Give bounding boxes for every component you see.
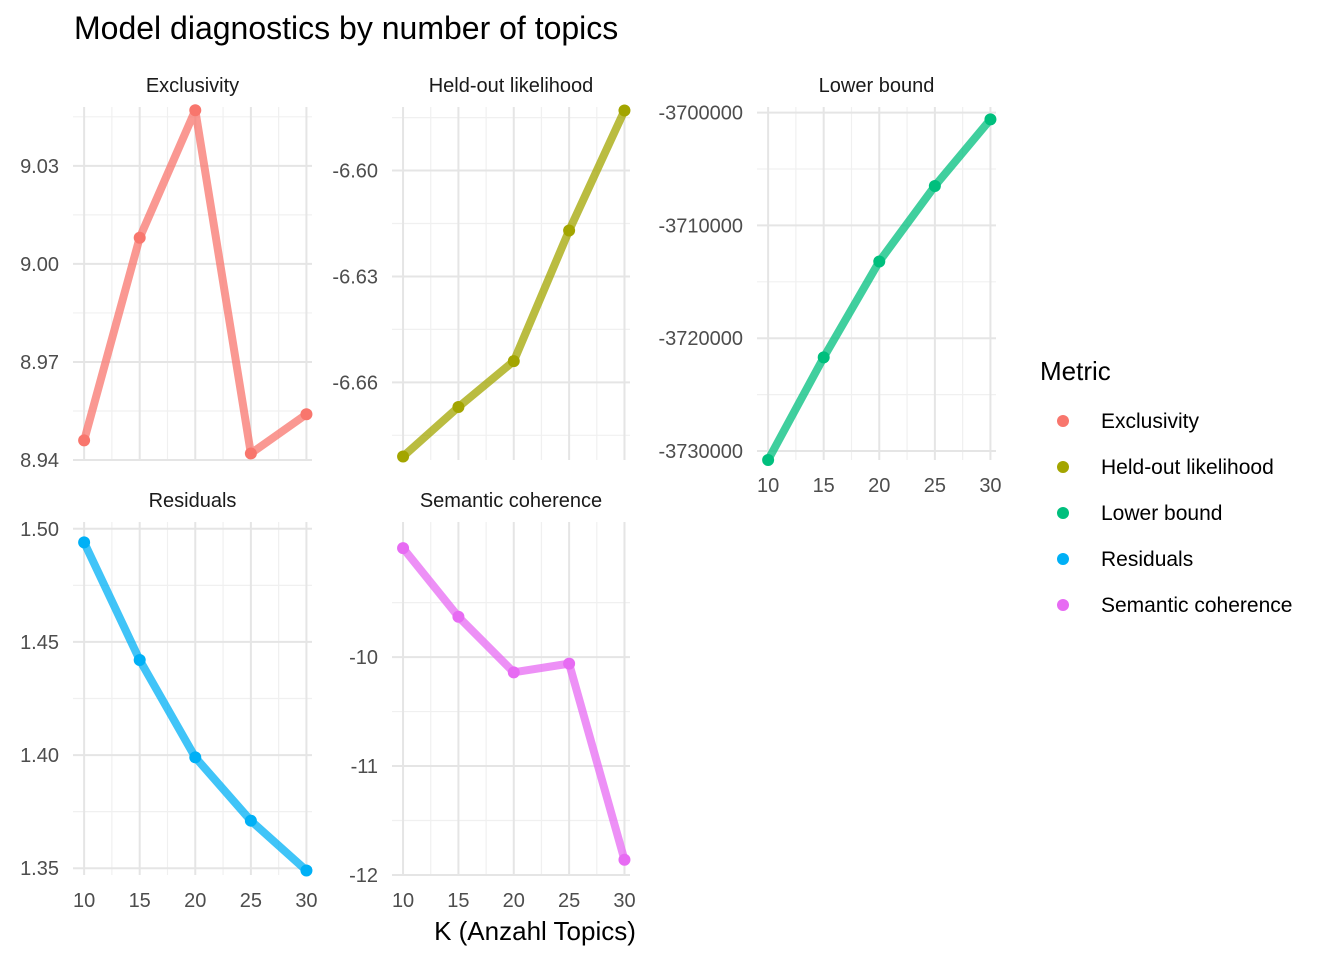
data-point-semantic-coherence: [507, 666, 520, 679]
panel-strip-label: Residuals: [149, 490, 237, 512]
legend-key-dot: [1057, 599, 1069, 611]
y-tick-label: 9.00: [20, 254, 59, 276]
y-tick-label: -3710000: [658, 215, 743, 237]
panel-strip-label: Exclusivity: [146, 75, 239, 97]
legend-label: Lower bound: [1101, 502, 1222, 525]
x-tick-label: 15: [129, 890, 151, 912]
y-tick-label: -11: [351, 756, 378, 778]
legend-entry-residuals: Residuals: [1057, 548, 1193, 571]
x-tick-label: 15: [813, 475, 835, 497]
y-tick-label: -3700000: [658, 103, 743, 125]
legend-key-dot: [1057, 553, 1069, 565]
data-point-exclusivity: [300, 408, 313, 421]
legend-label: Semantic coherence: [1101, 594, 1292, 617]
y-tick-label: 9.03: [20, 156, 59, 178]
y-tick-label: 8.97: [20, 352, 59, 374]
data-point-residuals: [133, 654, 146, 667]
x-tick-label: 20: [868, 475, 890, 497]
x-tick-label: 30: [613, 890, 635, 912]
y-tick-label: -6.63: [332, 266, 378, 288]
x-tick-label: 15: [447, 890, 469, 912]
data-point-exclusivity: [133, 231, 146, 244]
x-tick-label: 20: [184, 890, 206, 912]
legend-entry-semantic-coherence: Semantic coherence: [1057, 594, 1292, 617]
x-tick-label: 30: [295, 890, 317, 912]
y-tick-label: -6.60: [332, 161, 378, 183]
x-tick-label: 30: [979, 475, 1001, 497]
legend-label: Residuals: [1101, 548, 1193, 571]
x-tick-label: 10: [392, 890, 414, 912]
data-point-lower-bound: [817, 351, 830, 364]
y-tick-label: -3720000: [658, 328, 743, 350]
y-tick-label: 1.35: [20, 858, 59, 880]
legend-key-dot: [1057, 461, 1069, 473]
legend-entry-held-out-likelihood: Held-out likelihood: [1057, 456, 1274, 479]
y-tick-label: -12: [349, 865, 378, 887]
legend-entry-lower-bound: Lower bound: [1057, 502, 1222, 525]
panel-residuals: 1.35 1.40 1.45 1.50 10 15 20 25 30 Residuals: [20, 490, 318, 912]
data-point-semantic-coherence: [563, 657, 576, 670]
legend-label: Exclusivity: [1101, 410, 1200, 433]
x-tick-label: 10: [757, 475, 779, 497]
data-point-held-out-likelihood: [618, 104, 631, 117]
data-point-exclusivity: [189, 104, 202, 117]
y-tick-label: 1.45: [20, 632, 59, 654]
x-tick-label: 10: [73, 890, 95, 912]
data-point-lower-bound: [762, 454, 775, 466]
data-point-lower-bound: [873, 255, 886, 268]
chart-title: Model diagnostics by number of topics: [74, 10, 618, 46]
x-tick-label: 25: [924, 475, 946, 497]
y-tick-label: 1.40: [20, 745, 59, 767]
panel-semantic-coherence: -12 -11 -10 10 15 20 25 30 Semantic coherence: [349, 490, 635, 912]
y-tick-label: 8.94: [20, 450, 59, 472]
panel-strip-label: Semantic coherence: [420, 490, 602, 512]
legend-label: Held-out likelihood: [1101, 456, 1274, 479]
y-tick-label: -10: [349, 647, 378, 669]
data-point-held-out-likelihood: [397, 450, 410, 463]
legend-key-dot: [1057, 415, 1069, 427]
data-point-semantic-coherence: [618, 853, 631, 866]
data-point-held-out-likelihood: [452, 401, 465, 414]
legend: Metric Exclusivity Held-out likelihood Low…: [1040, 356, 1292, 617]
x-axis-label: K (Anzahl Topics): [434, 916, 636, 946]
panel-exclusivity: 8.94 8.97 9.00 9.03 Exclusivity: [20, 75, 313, 472]
legend-entry-exclusivity: Exclusivity: [1057, 410, 1200, 433]
panel-held-out-likelihood: -6.66 -6.63 -6.60 Held-out likelihood: [332, 75, 631, 463]
data-point-exclusivity: [78, 434, 91, 447]
y-tick-label: -3730000: [658, 441, 743, 463]
data-point-residuals: [78, 536, 91, 549]
data-point-semantic-coherence: [397, 542, 410, 555]
panel-strip-label: Held-out likelihood: [429, 75, 594, 97]
panel-lower-bound: -3730000 -3720000 -3710000 -3700000 10 15 20 25…: [658, 75, 1001, 497]
y-tick-label: -6.66: [332, 372, 378, 394]
data-point-residuals: [244, 814, 257, 827]
data-point-held-out-likelihood: [563, 224, 576, 237]
data-point-semantic-coherence: [452, 610, 465, 623]
data-point-lower-bound: [928, 179, 941, 192]
panel-strip-label: Lower bound: [819, 75, 935, 97]
x-tick-label: 25: [558, 890, 580, 912]
data-point-residuals: [189, 751, 202, 764]
x-tick-label: 25: [240, 890, 262, 912]
legend-key-dot: [1057, 507, 1069, 519]
facet-panels: 8.948.979.009.03Exclusivity-6.66-6.63-6.…: [20, 75, 1002, 912]
legend-title: Metric: [1040, 356, 1111, 386]
y-tick-label: 1.50: [20, 519, 59, 541]
data-point-residuals: [300, 864, 313, 877]
data-point-exclusivity: [244, 447, 257, 460]
x-tick-label: 20: [503, 890, 525, 912]
data-point-lower-bound: [984, 113, 997, 126]
data-point-held-out-likelihood: [507, 355, 520, 368]
